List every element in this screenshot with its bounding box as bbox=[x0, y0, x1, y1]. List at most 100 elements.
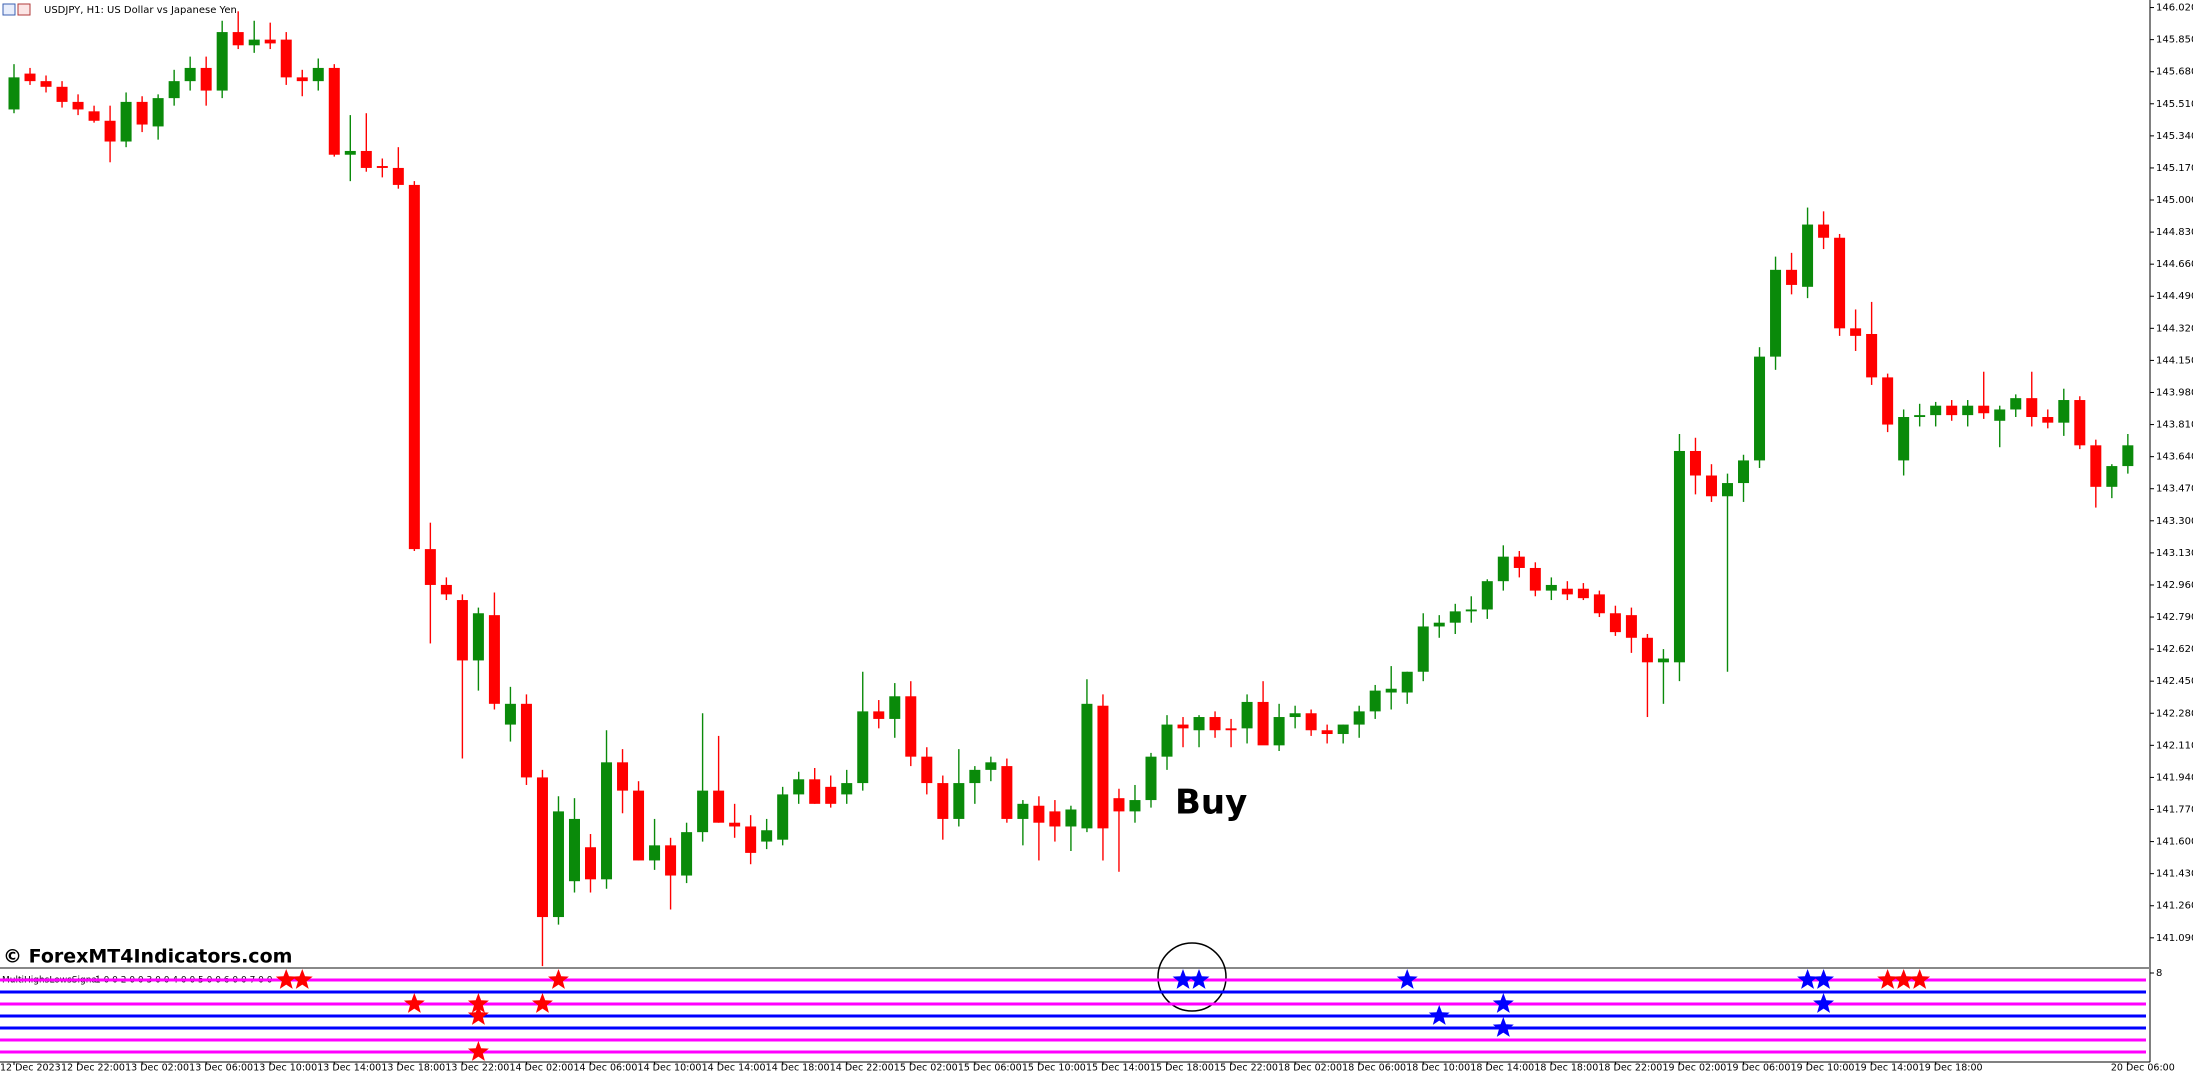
x-tick-label: 13 Dec 18:00 bbox=[381, 1063, 445, 1074]
candle-body bbox=[953, 783, 965, 819]
candle-body bbox=[136, 101, 148, 125]
candle-body bbox=[921, 756, 933, 784]
candle-body bbox=[1754, 356, 1766, 461]
x-tick-label: 18 Dec 02:00 bbox=[1278, 1063, 1342, 1074]
candle-body bbox=[1353, 711, 1365, 725]
candle-body bbox=[1337, 724, 1349, 735]
candle-body bbox=[889, 696, 901, 719]
candle-body bbox=[905, 696, 917, 757]
signal-star bbox=[467, 1041, 489, 1061]
candle-body bbox=[40, 81, 52, 87]
signal-star bbox=[1877, 969, 1899, 989]
candle-body bbox=[1081, 703, 1093, 829]
candle-body bbox=[392, 167, 404, 185]
x-tick-label: 19 Dec 14:00 bbox=[1855, 1063, 1919, 1074]
candle-body bbox=[200, 67, 212, 91]
y-tick-label: 142.790 bbox=[2156, 612, 2193, 623]
candle-body bbox=[296, 77, 308, 82]
candle-body bbox=[264, 39, 276, 44]
buy-annotation: Buy bbox=[1175, 783, 1247, 823]
y-tick-label: 141.430 bbox=[2156, 869, 2193, 880]
signal-star bbox=[1797, 969, 1818, 989]
candle-body bbox=[809, 779, 821, 804]
candle-body bbox=[585, 847, 597, 880]
candle-body bbox=[2058, 400, 2070, 423]
x-tick-label: 19 Dec 18:00 bbox=[1919, 1063, 1983, 1074]
signal-star bbox=[1396, 969, 1418, 989]
x-tick-label: 19 Dec 10:00 bbox=[1791, 1063, 1855, 1074]
x-tick-label: 14 Dec 14:00 bbox=[702, 1063, 766, 1074]
candle-body bbox=[1561, 588, 1573, 595]
y-tick-label: 144.320 bbox=[2156, 323, 2193, 334]
candle-body bbox=[472, 613, 484, 661]
x-tick-label: 18 Dec 06:00 bbox=[1342, 1063, 1406, 1074]
candle-body bbox=[1257, 701, 1269, 746]
y-tick-label: 142.450 bbox=[2156, 676, 2193, 687]
candle-body bbox=[1001, 766, 1013, 819]
candle-body bbox=[1225, 728, 1237, 731]
x-tick-label: 14 Dec 22:00 bbox=[830, 1063, 894, 1074]
candle-body bbox=[873, 711, 885, 719]
signal-star bbox=[1492, 1017, 1514, 1037]
candle-body bbox=[232, 32, 244, 46]
x-tick-label: 15 Dec 22:00 bbox=[1214, 1063, 1278, 1074]
chart-title: USDJPY, H1: US Dollar vs Japanese Yen bbox=[44, 5, 237, 16]
x-tick-label: 15 Dec 06:00 bbox=[958, 1063, 1022, 1074]
candle-body bbox=[2090, 445, 2102, 487]
y-tick-label: 143.130 bbox=[2156, 548, 2193, 559]
candle-body bbox=[1866, 333, 1878, 378]
candle-body bbox=[1673, 450, 1685, 663]
y-tick-label: 142.280 bbox=[2156, 708, 2193, 719]
candle-body bbox=[2042, 417, 2054, 423]
candle-body bbox=[1161, 724, 1173, 757]
candle-body bbox=[1113, 798, 1125, 812]
candle-body bbox=[184, 67, 196, 82]
candle-body bbox=[328, 67, 340, 155]
candle-body bbox=[8, 77, 20, 110]
candle-body bbox=[793, 779, 805, 795]
candle-body bbox=[729, 822, 741, 827]
candle-body bbox=[1593, 594, 1605, 614]
x-tick-label: 13 Dec 10:00 bbox=[253, 1063, 317, 1074]
y-tick-label: 144.830 bbox=[2156, 227, 2193, 238]
icon-frame bbox=[17, 3, 31, 16]
x-tick-label: 13 Dec 06:00 bbox=[189, 1063, 253, 1074]
y-tick-label: 144.150 bbox=[2156, 355, 2193, 366]
candle-body bbox=[2026, 398, 2038, 418]
x-tick-label: 19 Dec 06:00 bbox=[1727, 1063, 1791, 1074]
candle-body bbox=[456, 600, 468, 661]
x-tick-label: 12 Dec 2023 bbox=[0, 1063, 61, 1074]
candle-body bbox=[408, 184, 420, 550]
candle-body bbox=[969, 769, 981, 784]
y-tick-label: 8 bbox=[2156, 968, 2162, 979]
candle-body bbox=[1930, 405, 1942, 416]
symbol-icon bbox=[2, 3, 31, 16]
candle-body bbox=[424, 549, 436, 585]
candle-body bbox=[1657, 658, 1669, 663]
watermark: © ForexMT4Indicators.com bbox=[3, 946, 292, 968]
candle-body bbox=[777, 794, 789, 840]
candle-body bbox=[1065, 809, 1077, 827]
signal-star bbox=[1188, 969, 1210, 989]
signal-star bbox=[1492, 993, 1514, 1013]
icon-frame bbox=[2, 3, 16, 16]
y-tick-label: 145.340 bbox=[2156, 131, 2193, 142]
candle-body bbox=[2010, 398, 2022, 410]
candle-body bbox=[601, 762, 613, 880]
y-tick-label: 145.850 bbox=[2156, 35, 2193, 46]
signal-star bbox=[467, 993, 489, 1013]
candle-body bbox=[617, 762, 629, 791]
candle-body bbox=[1049, 811, 1061, 827]
candle-body bbox=[1033, 805, 1045, 823]
x-tick-label: 19 Dec 02:00 bbox=[1662, 1063, 1726, 1074]
x-tick-label: 15 Dec 18:00 bbox=[1150, 1063, 1214, 1074]
candle-body bbox=[1946, 405, 1958, 416]
candle-body bbox=[1241, 701, 1253, 729]
candle-body bbox=[1449, 611, 1461, 623]
candle-body bbox=[681, 832, 693, 876]
y-tick-label: 143.640 bbox=[2156, 452, 2193, 463]
candle-body bbox=[1273, 717, 1285, 746]
x-tick-label: 14 Dec 02:00 bbox=[509, 1063, 573, 1074]
